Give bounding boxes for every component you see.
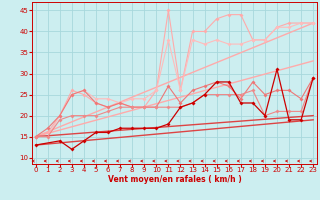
- X-axis label: Vent moyen/en rafales ( km/h ): Vent moyen/en rafales ( km/h ): [108, 175, 241, 184]
